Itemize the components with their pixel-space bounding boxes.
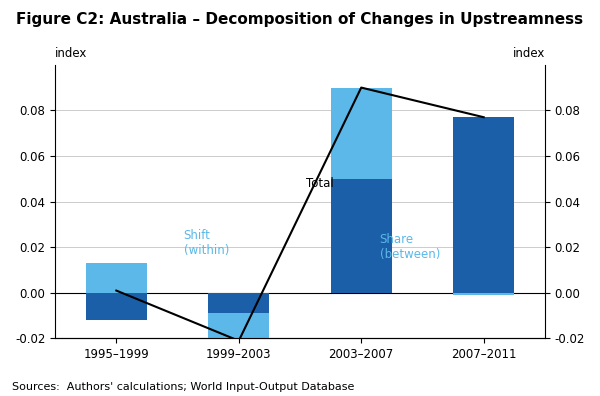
Bar [86,293,147,320]
Bar [208,293,269,313]
Text: Figure C2: Australia – Decomposition of Changes in Upstreamness: Figure C2: Australia – Decomposition of … [16,12,584,27]
Bar [453,117,514,293]
Bar [331,88,392,179]
Text: index: index [512,47,545,60]
Bar [331,179,392,293]
Bar [86,263,147,293]
Text: Sources:  Authors' calculations; World Input-Output Database: Sources: Authors' calculations; World In… [12,382,355,392]
Text: Shift
(within): Shift (within) [184,228,229,257]
Bar [453,293,514,295]
Text: Share
(between): Share (between) [380,233,440,261]
Text: index: index [55,47,88,60]
Bar [208,313,269,343]
Text: Total: Total [306,177,334,190]
